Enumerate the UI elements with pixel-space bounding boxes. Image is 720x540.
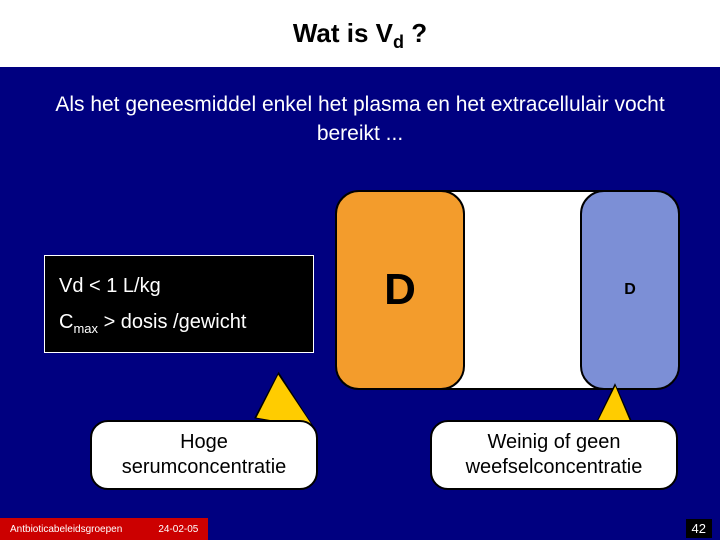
title-suffix: ?: [404, 18, 427, 48]
callout-left-text: Hoge serumconcentratie: [100, 430, 308, 480]
cmax-prefix: C: [59, 311, 73, 333]
formula-line-2: Cmax > dosis /gewicht: [59, 304, 299, 340]
title-prefix: Wat is V: [293, 18, 393, 48]
big-d-label: D: [384, 265, 416, 315]
callout-right-text: Weinig of geen weefselconcentratie: [440, 430, 668, 480]
slide-number: 42: [686, 519, 712, 538]
callout-right: Weinig of geen weefselconcentratie: [430, 420, 678, 490]
formula-line-1: Vd < 1 L/kg: [59, 268, 299, 304]
compartment-diagram: D D: [335, 190, 680, 390]
slide-subtitle: Als het geneesmiddel enkel het plasma en…: [0, 67, 720, 158]
footer-left: Antbioticabeleidsgroepen 24-02-05: [0, 518, 208, 540]
cmax-sub: max: [73, 321, 98, 336]
plasma-compartment: D: [335, 190, 465, 390]
formula-box: Vd < 1 L/kg Cmax > dosis /gewicht: [44, 255, 314, 353]
slide-title: Wat is Vd ?: [0, 0, 720, 67]
tissue-compartment: D: [580, 190, 680, 390]
callout-left: Hoge serumconcentratie: [90, 420, 318, 490]
slide-footer: Antbioticabeleidsgroepen 24-02-05: [0, 518, 720, 540]
footer-date: 24-02-05: [158, 524, 198, 535]
small-d-label: D: [624, 281, 636, 299]
footer-group: Antbioticabeleidsgroepen: [10, 524, 122, 535]
title-sub: d: [393, 32, 404, 52]
cmax-suffix: > dosis /gewicht: [98, 311, 246, 333]
